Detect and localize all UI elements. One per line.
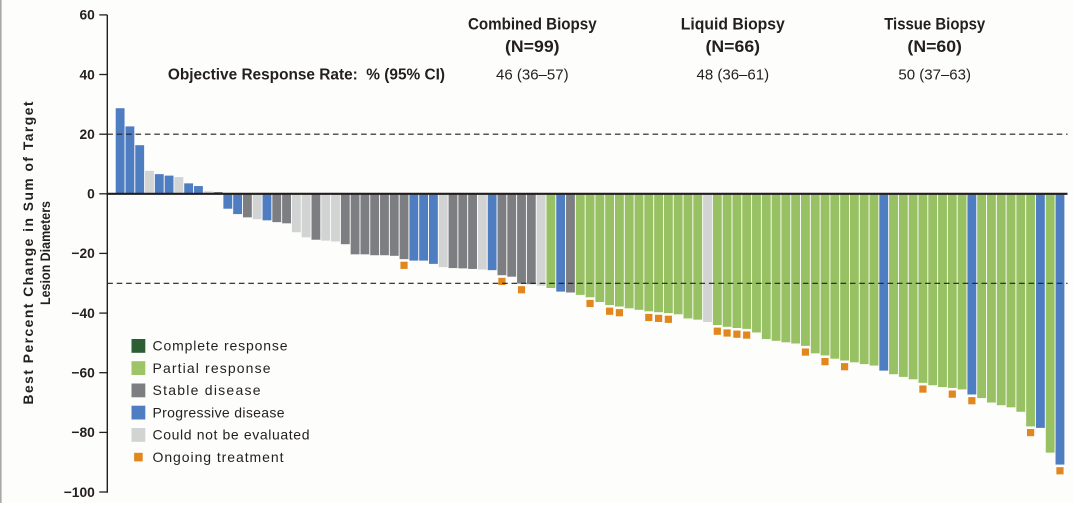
- svg-text:−100: −100: [64, 485, 95, 500]
- svg-text:−60: −60: [71, 366, 95, 381]
- svg-text:40: 40: [79, 67, 95, 82]
- svg-text:Ongoing treatment: Ongoing treatment: [153, 449, 284, 465]
- svg-text:Best Percent Change in Sum of: Best Percent Change in Sum of Target: [21, 101, 36, 404]
- svg-text:(N=66): (N=66): [706, 38, 761, 56]
- svg-text:Could not be evaluated: Could not be evaluated: [153, 427, 310, 443]
- svg-text:Lesion Diameters: Lesion Diameters: [38, 201, 53, 305]
- svg-text:Stable disease: Stable disease: [153, 382, 261, 398]
- svg-text:Combined Biopsy: Combined Biopsy: [468, 15, 597, 34]
- svg-text:Complete response: Complete response: [153, 338, 288, 354]
- svg-text:60: 60: [79, 8, 95, 23]
- svg-text:Liquid Biopsy: Liquid Biopsy: [681, 15, 785, 34]
- svg-text:Progressive disease: Progressive disease: [153, 404, 285, 420]
- svg-text:Partial response: Partial response: [153, 360, 271, 376]
- svg-text:−80: −80: [71, 425, 95, 440]
- svg-text:0: 0: [87, 187, 95, 202]
- svg-text:20: 20: [79, 127, 95, 142]
- svg-text:Objective Response Rate: % (9: Objective Response Rate: % (95% CI): [168, 67, 445, 84]
- svg-text:−40: −40: [71, 306, 95, 321]
- svg-text:46 (36–57): 46 (36–57): [496, 67, 569, 84]
- svg-text:Tissue Biopsy: Tissue Biopsy: [884, 15, 985, 34]
- svg-text:(N=60): (N=60): [907, 38, 962, 56]
- svg-text:50 (37–63): 50 (37–63): [898, 67, 971, 84]
- svg-text:−20: −20: [71, 246, 95, 261]
- svg-text:48 (36–61): 48 (36–61): [697, 67, 770, 84]
- svg-text:(N=99): (N=99): [505, 38, 560, 56]
